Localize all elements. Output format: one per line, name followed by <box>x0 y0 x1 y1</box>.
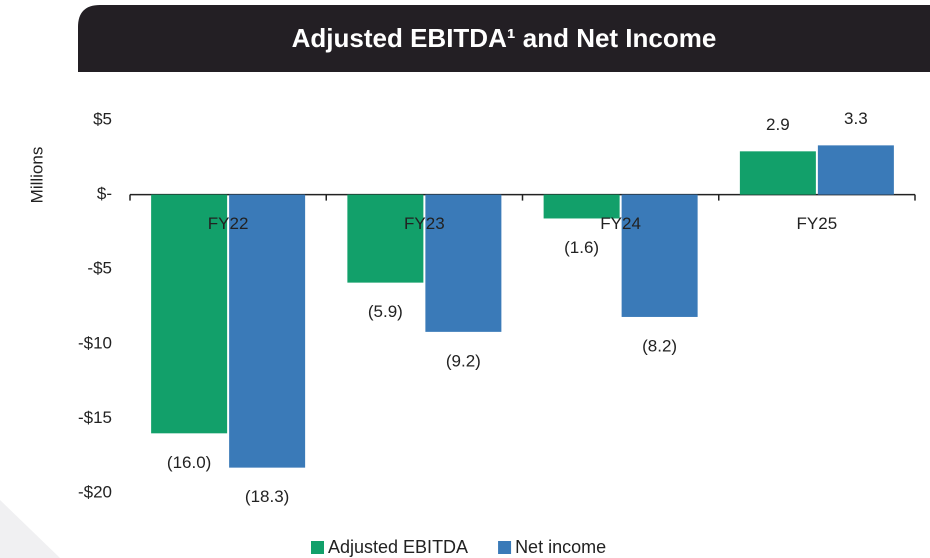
bar <box>151 194 228 434</box>
bar <box>425 194 502 332</box>
legend-label: Net income <box>515 537 606 557</box>
data-label: (1.6) <box>564 238 599 257</box>
legend-label: Adjusted EBITDA <box>328 537 468 557</box>
bar <box>543 194 620 219</box>
bar <box>739 151 816 195</box>
legend-swatch <box>498 541 512 554</box>
y-tick-label: $- <box>97 184 112 203</box>
bar <box>347 194 424 283</box>
data-label: (8.2) <box>642 336 677 355</box>
decoration <box>0 500 60 558</box>
x-tick-label: FY22 <box>208 214 249 233</box>
data-label: (5.9) <box>368 302 403 321</box>
data-label: (16.0) <box>167 453 211 472</box>
y-tick-label: -$10 <box>78 333 112 352</box>
y-tick-label: $5 <box>93 109 112 128</box>
data-label: (18.3) <box>245 487 289 506</box>
bar <box>229 194 306 468</box>
y-tick-label: -$15 <box>78 408 112 427</box>
x-tick-label: FY24 <box>600 214 641 233</box>
data-label: (9.2) <box>446 351 481 370</box>
x-tick-label: FY25 <box>797 214 838 233</box>
y-axis-label: Millions <box>27 147 46 204</box>
bar <box>817 145 894 195</box>
y-tick-label: -$5 <box>87 259 112 278</box>
data-label: 2.9 <box>766 115 790 134</box>
legend-swatch <box>311 541 324 554</box>
data-label: 3.3 <box>844 109 868 128</box>
bar <box>621 194 698 317</box>
chart-title: Adjusted EBITDA¹ and Net Income <box>292 23 717 53</box>
x-tick-label: FY23 <box>404 214 445 233</box>
y-tick-label: -$20 <box>78 482 112 501</box>
title-banner <box>78 5 930 72</box>
